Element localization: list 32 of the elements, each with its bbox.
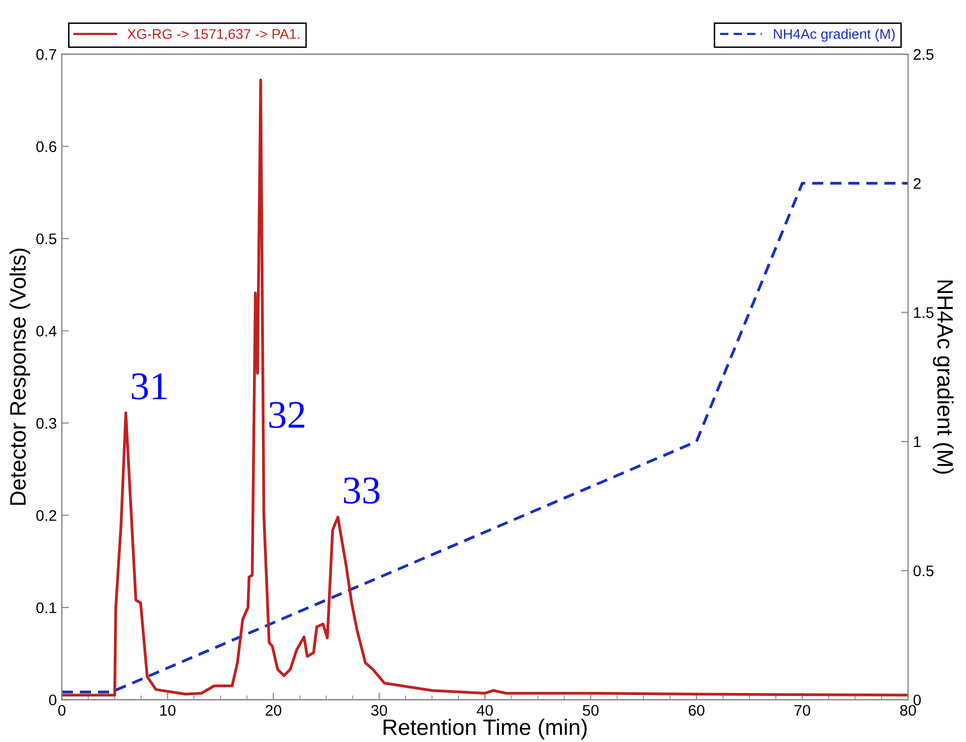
x-tick-label: 30 [371, 704, 388, 716]
x-tick-label: 10 [160, 704, 176, 716]
y-tick-label: 0.4 [36, 326, 57, 337]
annotation: 31 [132, 373, 167, 400]
legend-label: XG-RG -> 1571,637 -> PA1. [127, 29, 300, 41]
x-tick-label: 70 [794, 704, 810, 716]
y-tick-label: 0.5 [36, 233, 56, 244]
y2-tick-label: 2 [914, 178, 921, 189]
x-tick-label: 40 [476, 704, 493, 716]
x-tick-label: 60 [688, 704, 704, 716]
y2-tick-label: 1 [914, 436, 921, 448]
legend-label: NH4Ac gradient (M) [774, 28, 895, 42]
y2-tick-label: 0 [914, 694, 921, 706]
y2-tick-label: 2.5 [914, 49, 934, 60]
y2-tick-label: 0.5 [914, 565, 934, 576]
y-tick-label: 0.1 [36, 602, 56, 614]
y-axis-title: Detector Response (Volts) [9, 248, 30, 505]
y2-axis-title: NH4Ac gradient (M) [932, 280, 954, 474]
y-tick-label: 0.7 [36, 49, 56, 60]
y2-tick-label: 1.5 [914, 307, 934, 318]
x-tick-label: 20 [266, 704, 282, 716]
annotation: 33 [344, 478, 380, 504]
x-tick-label: 50 [582, 704, 599, 716]
y-tick-label: 0.2 [36, 510, 56, 521]
annotation: 32 [269, 402, 304, 428]
x-tick-label: 0 [58, 704, 66, 716]
y-tick-label: 0 [49, 694, 56, 706]
x-axis-title: Retention Time (min) [384, 718, 587, 740]
line-series [62, 78, 908, 696]
x-tick-label: 80 [900, 704, 916, 716]
y-tick-label: 0.6 [36, 141, 56, 152]
y-tick-label: 0.3 [36, 418, 56, 429]
